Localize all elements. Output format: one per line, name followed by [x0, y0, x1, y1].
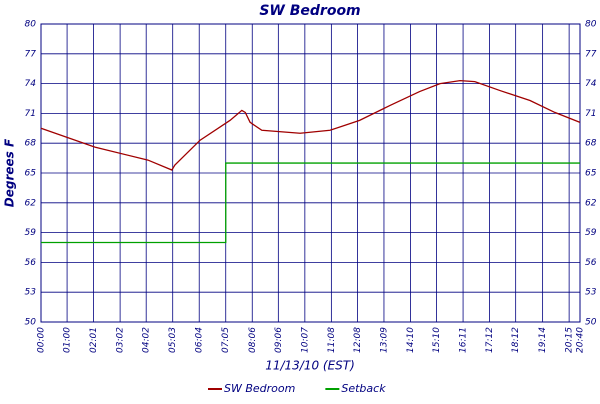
x-tick-label: 06:04 [195, 327, 205, 353]
y-tick-label-right: 74 [585, 79, 597, 89]
y-tick-label-right: 80 [585, 20, 597, 30]
y-tick-label-right: 65 [585, 169, 597, 179]
x-tick-label: 00:00 [37, 327, 47, 353]
x-tick-label: 05:03 [168, 327, 178, 353]
series-line [41, 162, 580, 244]
y-axis-label: Degrees F [3, 138, 17, 207]
x-tick-label: 17:12 [485, 327, 495, 353]
x-axis-label: 11/13/10 (EST) [265, 359, 355, 373]
x-tick-label: 16:11 [459, 327, 469, 353]
y-tick-label-right: 59 [585, 228, 597, 238]
y-tick-label: 71 [25, 109, 36, 119]
x-tick-label: 01:00 [63, 327, 73, 353]
y-tick-label-right: 77 [585, 49, 597, 59]
y-tick-label: 56 [25, 258, 37, 268]
y-tick-label-right: 62 [585, 198, 597, 208]
y-tick-label: 59 [25, 228, 37, 238]
x-tick-label: 13:09 [379, 327, 389, 353]
y-tick-label: 62 [25, 198, 37, 208]
legend-label: SW Bedroom [224, 382, 295, 395]
y-tick-label: 77 [25, 49, 37, 59]
x-tick-label: 04:02 [142, 327, 152, 353]
series-line [40, 79, 581, 171]
y-tick-label: 68 [25, 139, 37, 149]
x-tick-label: 12:08 [353, 327, 363, 353]
y-tick-label: 80 [25, 20, 37, 30]
x-tick-label: 08:06 [248, 327, 258, 353]
y-tick-label: 74 [25, 79, 37, 89]
x-tick-label: 03:02 [116, 327, 126, 353]
chart-title: SW Bedroom [259, 3, 360, 19]
legend-label: Setback [341, 382, 386, 395]
x-tick-label: 07:05 [221, 327, 231, 353]
x-tick-label: 11:08 [327, 327, 337, 353]
y-tick-label-right: 50 [585, 318, 597, 328]
y-tick-label-right: 68 [585, 139, 597, 149]
x-tick-label: 02:01 [89, 327, 99, 353]
y-tick-label: 53 [25, 288, 37, 298]
x-tick-label: 10:07 [300, 327, 310, 353]
y-tick-label: 50 [25, 318, 37, 328]
x-tick-label: 15:10 [432, 327, 442, 353]
x-tick-label: 19:14 [538, 327, 548, 353]
y-tick-label-right: 53 [585, 288, 597, 298]
x-tick-label: 20:40 [576, 327, 586, 353]
y-tick-label-right: 71 [585, 109, 596, 119]
y-tick-label: 65 [25, 169, 37, 179]
x-tick-label: 14:10 [406, 327, 416, 353]
x-tick-label: 18:12 [511, 327, 521, 353]
x-tick-label: 09:06 [274, 327, 284, 353]
x-tick-label: 20:15 [565, 327, 575, 353]
y-tick-label-right: 56 [585, 258, 597, 268]
